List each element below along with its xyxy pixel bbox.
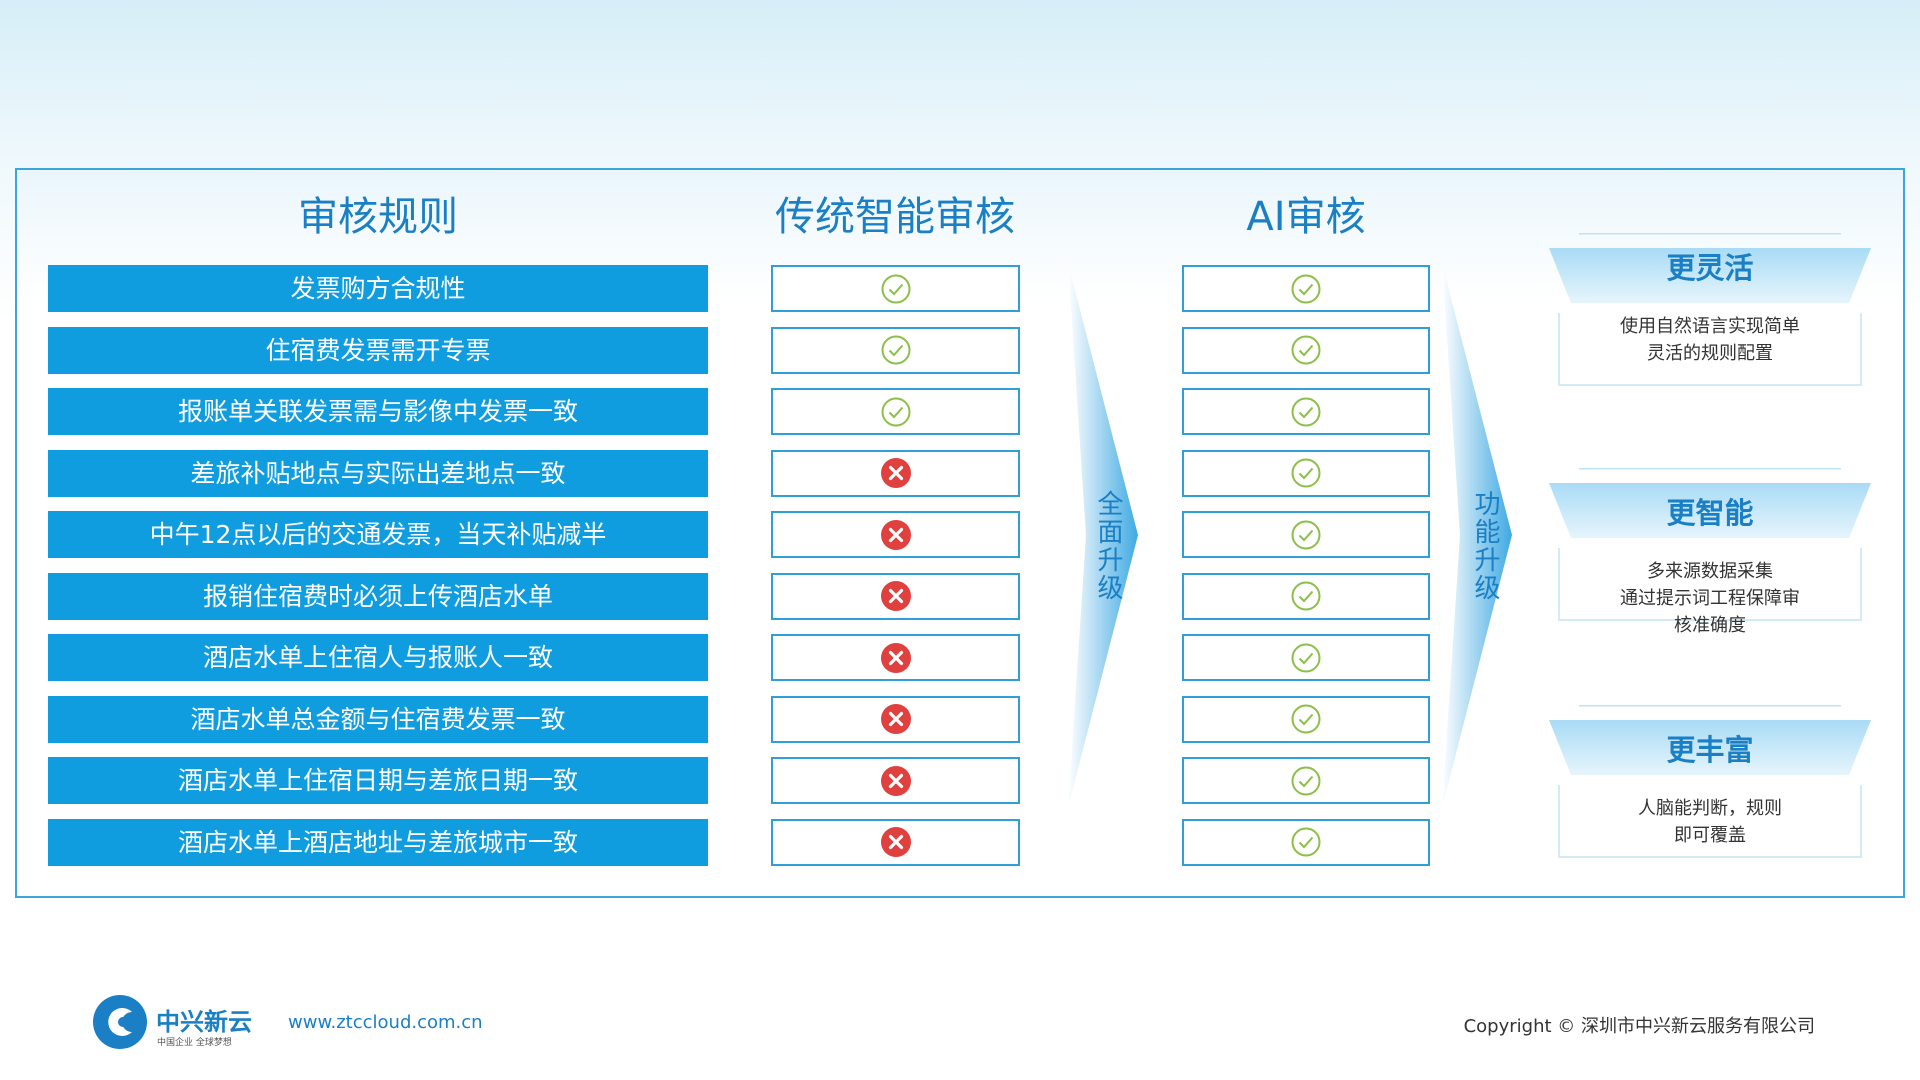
- card-line: 人脑能判断，规则: [1638, 798, 1782, 819]
- check-icon: [1291, 643, 1321, 672]
- check-icon: [1291, 766, 1321, 795]
- rule-row: 酒店水单总金额与住宿费发票一致: [48, 695, 708, 743]
- cross-icon: [880, 827, 911, 857]
- check-icon: [1291, 704, 1321, 734]
- check-icon: [881, 335, 910, 365]
- traditional-cell: [771, 388, 1020, 435]
- traditional-cell: [771, 449, 1020, 497]
- ai-cell: [1182, 695, 1430, 743]
- check-icon: [1291, 827, 1321, 857]
- rule-row: 酒店水单上酒店地址与差旅城市一致: [48, 818, 708, 866]
- ai-cell: [1182, 818, 1430, 866]
- header-ai: AI审核: [1246, 194, 1366, 240]
- card-title: 更丰富: [1666, 733, 1754, 767]
- traditional-cell: [771, 326, 1020, 374]
- check-icon: [881, 397, 910, 426]
- traditional-cell: [771, 818, 1020, 866]
- check-icon: [1291, 520, 1321, 549]
- check-icon: [1291, 397, 1321, 426]
- card-line: 使用自然语言实现简单: [1620, 316, 1800, 337]
- traditional-cell: [771, 695, 1020, 743]
- ai-cell: [1182, 265, 1430, 312]
- check-icon: [881, 274, 910, 303]
- rule-row: 住宿费发票需开专票: [48, 326, 708, 374]
- card-desc: 多来源数据采集通过提示词工程保障审 核准确度: [1549, 558, 1871, 639]
- check-icon: [1291, 274, 1321, 303]
- footer-copyright: Copyright © 深圳市中兴新云服务有限公司: [1463, 1016, 1815, 1037]
- ai-cell: [1182, 634, 1430, 681]
- card-desc: 人脑能判断，规则 即可覆盖: [1549, 795, 1871, 849]
- header-rules: 审核规则: [298, 194, 458, 240]
- upgrade-label: 全面升级: [1093, 490, 1123, 602]
- ai-cell: [1182, 449, 1430, 497]
- traditional-cell: [771, 511, 1020, 558]
- card-line: 灵活的规则配置: [1647, 343, 1773, 364]
- rule-row: 报账单关联发票需与影像中发票一致: [48, 388, 708, 435]
- card-desc: 使用自然语言实现简单 灵活的规则配置: [1549, 313, 1871, 367]
- card-frame: [1549, 231, 1871, 388]
- cross-icon: [880, 581, 911, 611]
- ai-cell: [1182, 757, 1430, 804]
- cross-icon: [880, 704, 911, 734]
- logo-text: 中兴新云: [156, 1008, 252, 1036]
- card-line: 通过提示词工程保障审: [1620, 588, 1800, 609]
- card-title: 更灵活: [1666, 251, 1754, 285]
- cross-icon: [880, 458, 911, 488]
- ai-cell: [1182, 388, 1430, 435]
- upgrade-arrow: [1068, 263, 1138, 808]
- cross-icon: [880, 765, 911, 796]
- rule-row: 发票购方合规性: [48, 265, 708, 312]
- card-frame: [1549, 703, 1871, 860]
- card-line: 核准确度: [1674, 615, 1746, 636]
- rule-row: 中午12点以后的交通发票，当天补贴减半: [48, 511, 708, 558]
- card-line: 即可覆盖: [1674, 825, 1746, 846]
- logo-tagline: 中国企业 全球梦想: [157, 1038, 232, 1048]
- ai-cell: [1182, 572, 1430, 620]
- check-icon: [1291, 335, 1321, 365]
- cross-icon: [880, 642, 911, 673]
- ai-cell: [1182, 326, 1430, 374]
- card-line: 多来源数据采集: [1647, 561, 1773, 582]
- rule-row: 酒店水单上住宿日期与差旅日期一致: [48, 757, 708, 804]
- card-title: 更智能: [1666, 496, 1754, 530]
- traditional-cell: [771, 634, 1020, 681]
- card-frame: [1549, 466, 1871, 623]
- rule-row: 差旅补贴地点与实际出差地点一致: [48, 449, 708, 497]
- header-traditional: 传统智能审核: [775, 194, 1015, 240]
- cross-icon: [880, 519, 911, 550]
- traditional-cell: [771, 265, 1020, 312]
- check-icon: [1291, 581, 1321, 611]
- rule-row: 报销住宿费时必须上传酒店水单: [48, 572, 708, 620]
- traditional-cell: [771, 757, 1020, 804]
- upgrade-arrow: [1442, 263, 1512, 808]
- rule-row: 酒店水单上住宿人与报账人一致: [48, 634, 708, 681]
- check-icon: [1291, 458, 1321, 488]
- footer-url: www.ztccloud.com.cn: [288, 1012, 483, 1033]
- traditional-cell: [771, 572, 1020, 620]
- ai-cell: [1182, 511, 1430, 558]
- upgrade-label: 功能升级: [1470, 490, 1500, 602]
- logo-icon: [92, 994, 148, 1050]
